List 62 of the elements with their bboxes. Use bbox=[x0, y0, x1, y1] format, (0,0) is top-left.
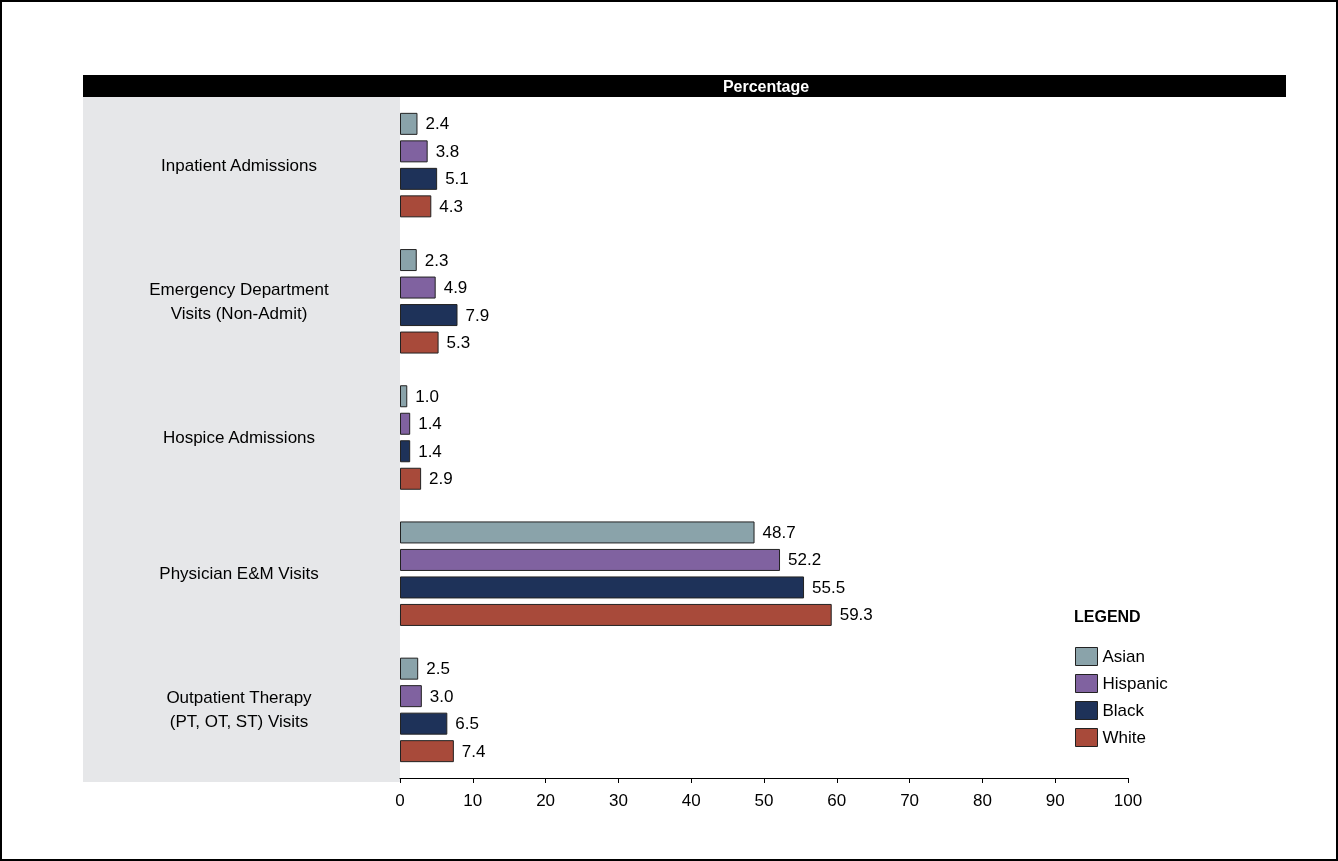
x-tick-label: 90 bbox=[1045, 791, 1065, 810]
legend-label: White bbox=[1102, 728, 1146, 747]
x-tick-label: 30 bbox=[608, 791, 628, 810]
x-tick-label: 50 bbox=[754, 791, 774, 810]
data-label: 1.4 bbox=[418, 441, 442, 461]
data-label: 5.1 bbox=[445, 169, 469, 189]
chart-title: Percentage bbox=[722, 77, 810, 95]
x-tick-label: 100 bbox=[1113, 791, 1143, 810]
x-tick-label: 60 bbox=[827, 791, 847, 810]
bar bbox=[400, 276, 436, 299]
bar bbox=[400, 712, 448, 735]
x-tick-label: 0 bbox=[395, 791, 405, 810]
y-tick-label: Emergency Department Visits (Non-Admit) bbox=[149, 279, 330, 323]
data-label: 4.9 bbox=[443, 278, 468, 298]
data-label: 3.8 bbox=[435, 141, 460, 161]
data-label: 5.3 bbox=[446, 333, 471, 353]
legend-label: Asian bbox=[1102, 647, 1146, 666]
data-label: 1.4 bbox=[418, 414, 442, 434]
data-label: 59.3 bbox=[839, 605, 873, 625]
bar bbox=[400, 657, 419, 680]
y-tick-label: Outpatient Therapy (PT, OT, ST) Visits bbox=[166, 688, 313, 732]
data-label: 4.3 bbox=[439, 196, 463, 216]
data-label: 2.9 bbox=[429, 469, 453, 489]
y-tick-label: Inpatient Admissions bbox=[161, 155, 317, 175]
y-tick-label: Physician E&M Visits bbox=[159, 564, 319, 584]
x-tick-label: 70 bbox=[900, 791, 920, 810]
y-tick-label: Hospice Admissions bbox=[162, 428, 316, 447]
data-label: 2.4 bbox=[425, 114, 450, 134]
bar bbox=[400, 304, 458, 327]
bar bbox=[400, 112, 418, 135]
bar bbox=[400, 195, 432, 218]
data-label: 6.5 bbox=[455, 714, 479, 734]
data-label: 7.9 bbox=[465, 305, 490, 325]
legend-label: Hispanic bbox=[1102, 674, 1169, 693]
x-tick-label: 40 bbox=[681, 791, 701, 810]
bar bbox=[400, 331, 439, 354]
data-label: 55.5 bbox=[812, 577, 846, 597]
x-tick-label: 10 bbox=[463, 791, 483, 810]
x-tick-label: 20 bbox=[536, 791, 556, 810]
bar bbox=[400, 521, 755, 544]
bar bbox=[400, 412, 411, 435]
data-label: 52.2 bbox=[788, 550, 822, 570]
bar bbox=[400, 140, 428, 163]
bar bbox=[400, 167, 438, 190]
bar bbox=[400, 548, 781, 571]
bar bbox=[400, 576, 805, 599]
bar bbox=[400, 440, 411, 463]
bar bbox=[400, 467, 422, 490]
data-label: 3.0 bbox=[429, 686, 454, 706]
legend-title: LEGEND bbox=[1074, 607, 1141, 625]
data-label: 48.7 bbox=[762, 522, 796, 542]
data-label: 7.4 bbox=[461, 741, 486, 761]
data-label: 2.5 bbox=[426, 659, 450, 679]
bar bbox=[400, 685, 422, 708]
data-label: 2.3 bbox=[424, 250, 449, 270]
x-tick-label: 80 bbox=[972, 791, 992, 810]
legend-label: Black bbox=[1102, 701, 1145, 720]
bar bbox=[400, 740, 454, 763]
bar bbox=[400, 603, 832, 626]
bar bbox=[400, 249, 417, 272]
bar bbox=[400, 385, 408, 408]
data-label: 1.0 bbox=[415, 386, 439, 406]
